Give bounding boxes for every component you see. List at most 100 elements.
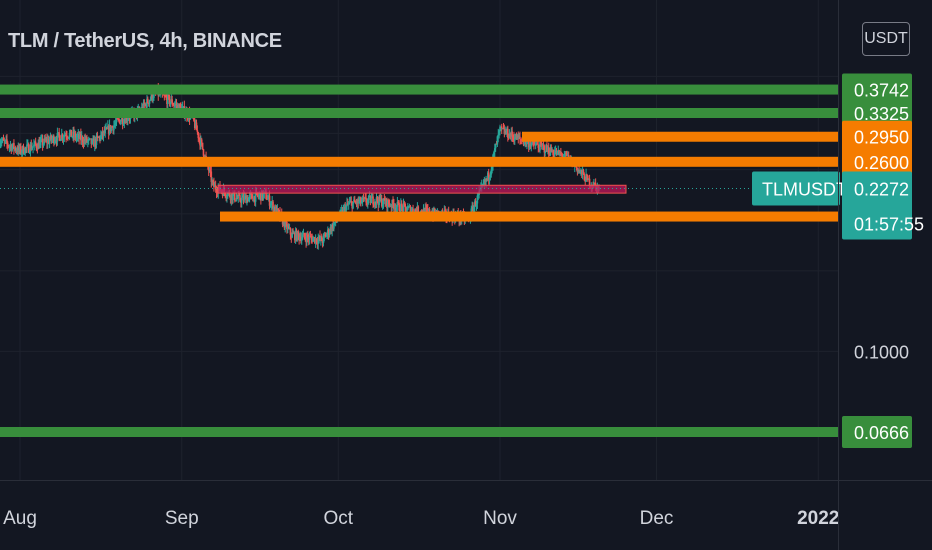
candle-body (60, 139, 62, 141)
candle-body (513, 138, 516, 141)
level-label-bg-0.2600 (842, 145, 912, 178)
candle-body (61, 134, 64, 139)
candle-body (533, 144, 536, 146)
candle-body (343, 206, 346, 209)
candle-body (493, 152, 495, 155)
candle-body (127, 118, 130, 120)
candle-body (232, 194, 234, 200)
level-label-bg-0.2950 (842, 120, 912, 153)
candle-body (287, 226, 290, 229)
candle-body (315, 238, 318, 243)
candle-body (81, 136, 84, 143)
candle-body (33, 141, 36, 145)
candle-body (196, 130, 199, 133)
candle-body (404, 203, 407, 208)
candle-body (94, 138, 97, 145)
candle-body (16, 150, 19, 152)
candle-body (47, 139, 50, 144)
candle-body (8, 146, 11, 148)
candle-body (254, 192, 257, 202)
candle-body (507, 128, 509, 138)
time-tick-label: Oct (323, 508, 353, 529)
candle-body (125, 116, 127, 123)
candle-body (40, 138, 43, 140)
time-axis-separator (0, 480, 932, 481)
candle-body (350, 201, 353, 203)
candle-body (245, 195, 247, 204)
candle-body (306, 234, 308, 243)
candle-body (228, 192, 231, 197)
candle-body (511, 131, 513, 137)
candle-body (297, 231, 300, 235)
candle-body (260, 193, 262, 201)
candle-body (299, 237, 301, 240)
candle-body (12, 143, 14, 147)
candle-body (169, 102, 172, 104)
candle-body (378, 195, 380, 206)
time-tick-label: 2022 (797, 508, 839, 529)
candle-body (200, 139, 202, 146)
candle-body (60, 134, 63, 140)
candle-body (320, 236, 322, 240)
candle-body (52, 136, 54, 139)
candle-body (124, 119, 127, 123)
candle-body (269, 204, 272, 206)
candle-body (236, 198, 239, 200)
candle-body (564, 152, 567, 157)
level-line-0.0666 (0, 427, 838, 437)
candle-body (356, 199, 359, 205)
candle-body (99, 136, 101, 140)
candle-body (106, 127, 108, 129)
candle-body (267, 197, 269, 200)
candle-body (557, 150, 560, 152)
candle-body (303, 233, 306, 237)
candle-body (566, 153, 568, 156)
candle-body (412, 208, 414, 213)
candle-body (227, 193, 229, 197)
candle-body (540, 143, 543, 146)
candle-body (388, 204, 391, 206)
symbol-title: TLM / TetherUS, 4h, BINANCE (8, 30, 282, 52)
candle-body (292, 232, 294, 234)
candle-body (71, 136, 73, 138)
candle-body (387, 200, 390, 205)
candle-body (170, 99, 173, 103)
candle-body (163, 94, 166, 96)
candle-body (588, 178, 591, 187)
candle-body (473, 207, 475, 213)
candle-body (111, 126, 113, 128)
candle-body (530, 143, 533, 147)
candle-body (56, 132, 59, 142)
time-tick-label: Nov (483, 508, 517, 529)
candle-body (509, 133, 512, 137)
candle-body (290, 234, 293, 238)
candle-body (247, 197, 250, 202)
candle-body (553, 152, 556, 156)
candle-body (347, 203, 350, 205)
candle-body (20, 151, 23, 153)
candle-body (346, 203, 348, 207)
candle-body (77, 133, 80, 136)
candle-body (300, 237, 302, 242)
candle-body (554, 150, 557, 153)
candle-body (237, 194, 240, 199)
candle-body (535, 143, 538, 145)
candle-body (580, 169, 583, 175)
candle-body (4, 140, 7, 142)
candle-body (515, 134, 518, 140)
candle-body (405, 207, 407, 212)
candle-body (307, 234, 309, 238)
candle-body (258, 195, 260, 197)
candle-body (10, 145, 13, 151)
candle-body (112, 126, 114, 131)
candle-body (225, 195, 227, 198)
candle-body (322, 235, 325, 244)
candle-body (501, 128, 504, 130)
candle-body (3, 140, 6, 142)
candle-body (305, 238, 307, 243)
currency-button[interactable]: USDT (862, 22, 910, 56)
candle-body (585, 174, 587, 182)
candle-body (401, 206, 404, 211)
candle-body (543, 145, 546, 153)
